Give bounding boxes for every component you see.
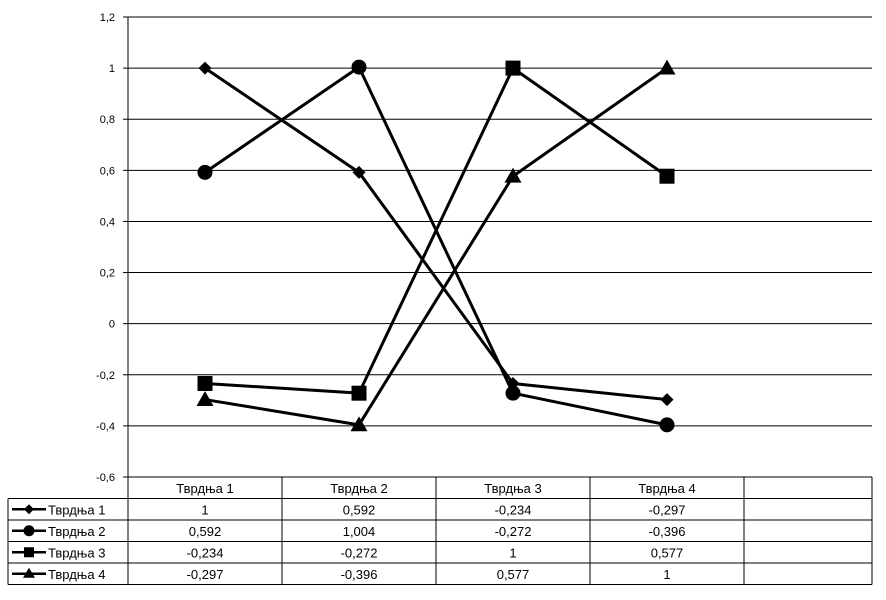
series-group [196, 59, 676, 433]
table-cell-value: -0,396 [341, 567, 378, 582]
legend-label: Тврдња 1 [48, 502, 105, 517]
data-point [198, 61, 212, 75]
series-line [204, 66, 668, 427]
table-cell-value: 0,592 [189, 524, 222, 539]
table-cell-value: 1 [201, 502, 208, 517]
y-tick-label: -0,4 [96, 421, 115, 433]
y-tick-label: 0,6 [100, 165, 115, 177]
table-cell-value: -0,234 [495, 502, 532, 517]
y-tick-label: -0,2 [96, 370, 115, 382]
table-cell-value: -0,297 [187, 567, 224, 582]
data-point [197, 164, 213, 180]
data-table: Тврдња 1 Тврдња 2 Тврдња 3 Тврдња 4 Тврдња 1… [7, 477, 873, 585]
table-cell-value: -0,272 [341, 545, 378, 560]
legend-key-marker [23, 567, 35, 578]
gridlines [128, 16, 872, 478]
data-point [196, 391, 214, 406]
y-tick-label: 0,4 [100, 216, 115, 228]
legend-key-marker [24, 547, 34, 558]
legend-label: Тврдња 4 [48, 567, 105, 582]
series-line [204, 65, 668, 427]
category-label: Тврдња 3 [484, 481, 541, 496]
table-cell-value: -0,234 [187, 545, 224, 560]
table-cell-value: 1 [663, 567, 670, 582]
table-cell-value: -0,396 [649, 524, 686, 539]
category-label: Тврдња 1 [176, 481, 233, 496]
y-axis: 1,2 1 0,8 0,6 0,4 0,2 0 -0,2 -0,4 -0,6 [96, 12, 129, 484]
series-4 [196, 59, 676, 432]
data-point [351, 385, 367, 401]
data-point [352, 165, 366, 179]
table-cell-value: 1,004 [343, 524, 376, 539]
y-tick-label: 0 [109, 319, 115, 331]
legend-label: Тврдња 3 [48, 545, 105, 560]
table-cell-value: 0,577 [497, 567, 530, 582]
data-point [659, 168, 675, 184]
category-label: Тврдња 2 [330, 481, 387, 496]
legend-key-marker [23, 525, 35, 537]
data-point [504, 167, 522, 183]
data-point [505, 385, 521, 401]
data-point [351, 59, 367, 75]
series-2 [197, 59, 675, 433]
data-point [350, 416, 368, 432]
table-cell-value: -0,272 [495, 524, 532, 539]
table-cell-value: 0,577 [651, 545, 684, 560]
category-label: Тврдња 4 [638, 481, 695, 496]
legend-label: Тврдња 2 [48, 524, 105, 539]
y-tick-label: -0,6 [96, 472, 115, 484]
table-cell-value: -0,297 [649, 502, 686, 517]
y-tick-label: 1,2 [100, 12, 115, 24]
data-point [505, 60, 521, 76]
table-cell-value: 0,592 [343, 502, 376, 517]
y-tick-label: 0,8 [100, 114, 115, 126]
data-point [660, 393, 674, 407]
y-tick-label: 1 [109, 63, 115, 75]
data-point [658, 59, 676, 75]
data-point [197, 375, 213, 391]
data-point [659, 417, 675, 433]
legend-key-marker [24, 504, 34, 515]
y-tick-label: 0,2 [100, 268, 115, 280]
table-cell-value: 1 [509, 545, 516, 560]
